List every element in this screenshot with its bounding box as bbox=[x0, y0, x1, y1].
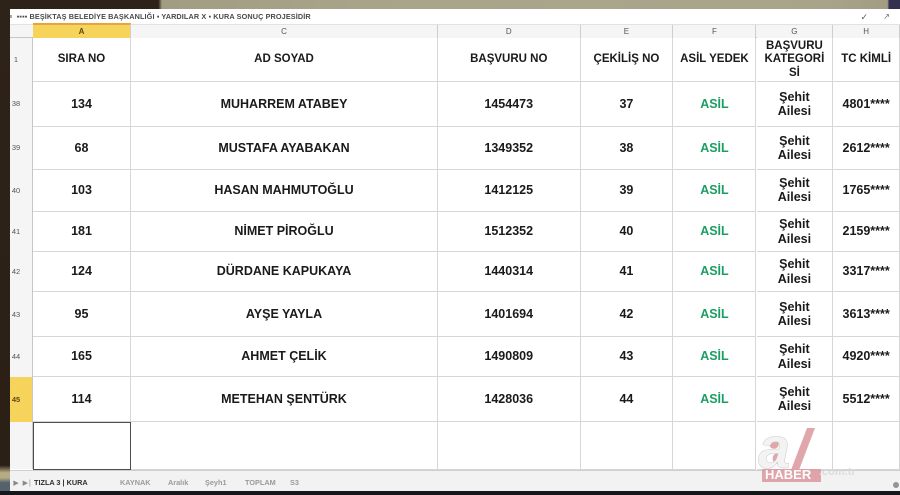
svg-text:HABER: HABER bbox=[765, 467, 812, 482]
